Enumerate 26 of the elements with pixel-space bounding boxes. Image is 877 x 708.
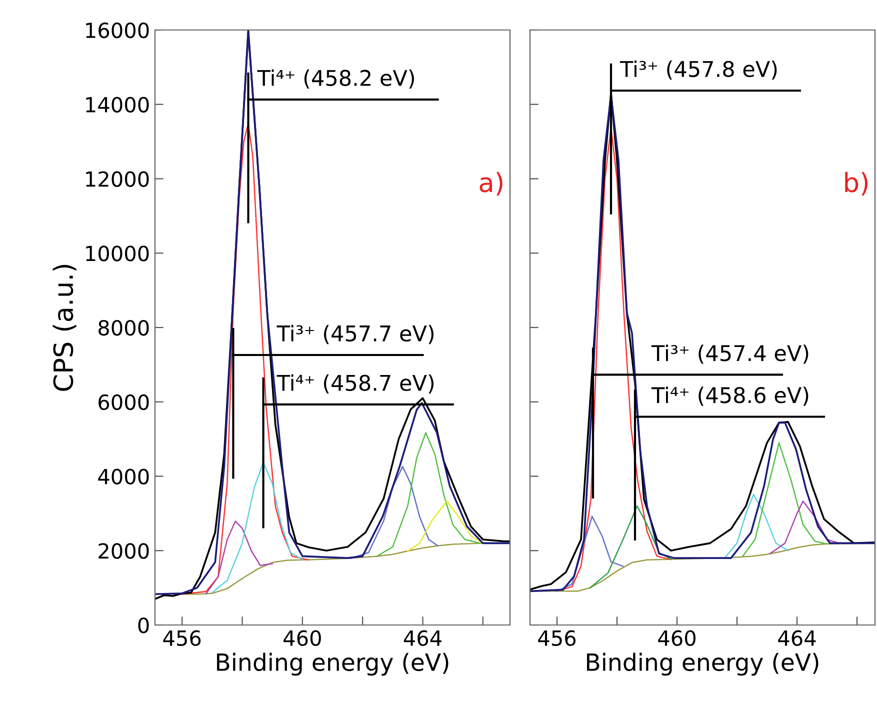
y-tick-label: 2000 [98, 543, 149, 559]
y-tick-label: 10000 [86, 246, 149, 262]
x-tick-label: 456 [538, 630, 576, 646]
y-tick-label: 16000 [86, 22, 149, 38]
y-tick-label: 6000 [98, 394, 149, 410]
annotation: Ti³⁺ (457.7 eV) [276, 324, 434, 344]
annotation: b) [845, 172, 868, 196]
annotation: Ti³⁺ (457.4 eV) [651, 344, 808, 364]
y-tick-label: 12000 [86, 171, 149, 187]
y-tick-label: 8000 [98, 320, 149, 336]
annotation: Ti⁴⁺ (458.6 eV) [651, 386, 808, 406]
x-tick-label: 460 [284, 630, 321, 646]
annotation: Ti⁴⁺ (458.2 eV) [257, 69, 414, 89]
y-tick-label: 0 [138, 617, 149, 634]
x-axis-title: Binding energy (eV) [217, 652, 448, 676]
y-tick-label: 4000 [98, 468, 149, 484]
x-axis-title: Binding energy (eV) [587, 652, 818, 676]
annotation: Ti⁴⁺ (458.7 eV) [276, 374, 434, 394]
x-tick-label: 464 [404, 630, 442, 646]
x-tick-label: 460 [658, 630, 696, 646]
annotation: a) [480, 172, 502, 196]
x-tick-label: 464 [778, 630, 816, 646]
x-tick-label: 456 [163, 630, 201, 646]
y-axis-title: CPS (a.u.) [52, 264, 76, 391]
annotation: Ti³⁺ (457.8 eV) [620, 60, 777, 80]
y-tick-label: 14000 [86, 96, 149, 113]
